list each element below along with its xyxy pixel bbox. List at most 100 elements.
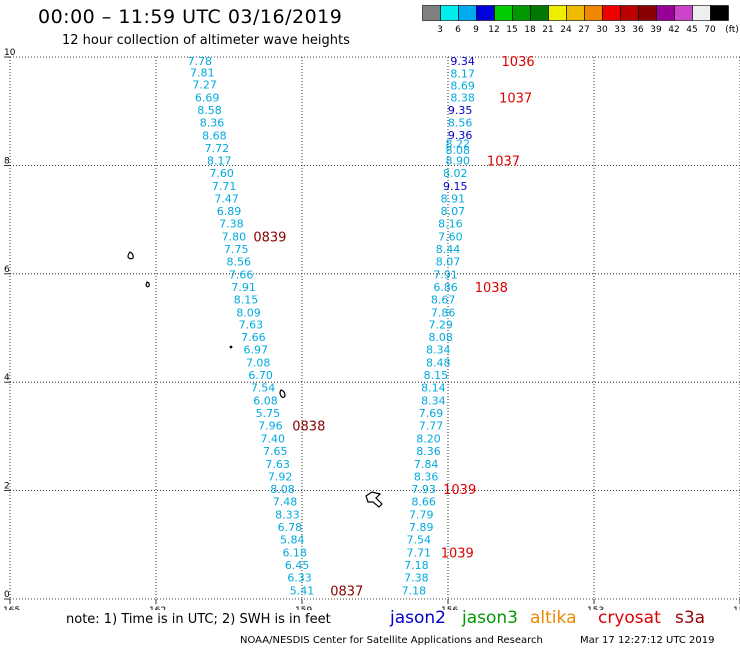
legend-label: 36 xyxy=(632,25,644,35)
wave-height-label-s3a: 6.18 xyxy=(282,546,307,559)
satellite-label-s3a: s3a xyxy=(675,608,706,628)
pass-time-label: 1038 xyxy=(475,281,508,296)
wave-height-label-s3a: 7.63 xyxy=(265,458,290,471)
x-tick-label: -150 xyxy=(730,606,740,610)
y-tick-label: 4 xyxy=(4,373,10,383)
y-tick-label: 6 xyxy=(4,265,10,275)
wave-height-label-jason2: 7.93 xyxy=(411,483,436,496)
wave-height-label-jason2: 8.08 xyxy=(428,331,453,344)
wave-height-label-jason2: 7.54 xyxy=(407,533,432,546)
satellite-label-jason3: jason3 xyxy=(462,608,518,628)
satellite-label-cryosat: cryosat xyxy=(598,608,661,628)
legend-label: 3 xyxy=(437,25,443,35)
legend-label: 21 xyxy=(542,25,553,35)
annotations-layer: 1036 1037 1037 1038 1039 1039 0839 0838 0837 xyxy=(253,55,534,600)
wave-height-label-s3a: 7.75 xyxy=(224,243,249,256)
wave-height-label-jason2: 8.48 xyxy=(426,357,451,370)
wave-height-label-s3a: 5.75 xyxy=(256,407,281,420)
data-labels-layer: 7.787.817.276.698.588.368.687.728.177.60… xyxy=(188,55,475,598)
axis-labels-layer: -165 -162 -159 -156 -153 -150 0 2 4 6 8 10 xyxy=(0,48,740,610)
x-tick-label: -153 xyxy=(584,606,604,610)
x-tick-label: -165 xyxy=(0,606,20,610)
wave-height-label-jason2: 8.90 xyxy=(445,155,470,168)
wave-height-label-s3a: 7.71 xyxy=(212,180,237,193)
credit-line: NOAA/NESDIS Center for Satellite Applica… xyxy=(240,635,543,646)
wave-height-label-jason2: 7.18 xyxy=(404,559,429,572)
wave-height-label-s3a: 6.45 xyxy=(285,559,310,572)
pass-time-label: 1039 xyxy=(441,546,474,561)
wave-height-label-s3a: 7.48 xyxy=(273,495,298,508)
wave-height-label-jason2: 7.29 xyxy=(428,319,453,332)
wave-height-label-jason2: 8.07 xyxy=(441,205,466,218)
wave-height-label-s3a: 8.17 xyxy=(207,155,232,168)
wave-height-label-jason2: 7.79 xyxy=(409,508,434,521)
x-tick-label: -159 xyxy=(292,606,313,610)
legend-label: (ft) xyxy=(725,25,739,35)
wave-height-label-s3a: 6.70 xyxy=(248,369,273,382)
wave-height-label-jason2: 7.71 xyxy=(407,546,432,559)
color-legend: 3 6 9 12 15 18 21 24 27 30 33 36 39 42 45 70 (ft) xyxy=(422,5,740,39)
wave-height-label-jason2: 8.14 xyxy=(421,382,446,395)
wave-height-label-jason2: 7.18 xyxy=(402,584,427,597)
legend-label: 12 xyxy=(488,25,499,35)
wave-height-label-s3a: 8.33 xyxy=(275,508,300,521)
island-outline xyxy=(145,281,150,288)
wave-height-label-jason2: 8.56 xyxy=(448,117,473,130)
wave-height-label-s3a: 6.08 xyxy=(253,395,278,408)
coastline-layer xyxy=(127,251,383,508)
wave-height-label-jason2: 8.36 xyxy=(416,445,441,458)
wave-height-label-jason2: 8.02 xyxy=(443,167,468,180)
legend-svg: 3 6 9 12 15 18 21 24 27 30 33 36 39 42 45 70 (ft) xyxy=(422,5,739,35)
wave-height-label-s3a: 8.68 xyxy=(202,130,227,143)
wave-height-label-s3a: 7.81 xyxy=(190,67,215,80)
wave-height-label-jason2: 8.66 xyxy=(411,495,436,508)
legend-label: 27 xyxy=(578,25,589,35)
wave-height-label-s3a: 7.08 xyxy=(246,357,271,370)
page-subtitle: 12 hour collection of altimeter wave hei… xyxy=(62,33,350,48)
legend-swatch xyxy=(710,5,729,21)
pass-time-label: 1039 xyxy=(443,483,476,498)
wave-height-label-jason2: 7.38 xyxy=(404,571,429,584)
wave-height-label-s3a: 7.80 xyxy=(222,230,247,243)
wave-height-label-s3a: 7.96 xyxy=(258,420,283,433)
wave-height-label-s3a: 8.56 xyxy=(226,255,251,268)
wave-height-label-jason2: 8.20 xyxy=(416,433,441,446)
wave-height-label-jason2: 8.22 xyxy=(445,138,470,151)
wave-height-label-jason2: 8.08 xyxy=(445,144,470,157)
wave-height-label-s3a: 7.54 xyxy=(251,382,276,395)
wave-height-label-jason2: 7.77 xyxy=(419,420,444,433)
wave-height-label-s3a: 8.36 xyxy=(200,117,225,130)
legend-label: 33 xyxy=(614,25,625,35)
x-tick-label: -156 xyxy=(438,606,459,610)
legend-label: 45 xyxy=(686,25,697,35)
wave-height-label-s3a: 7.60 xyxy=(209,167,234,180)
grid-layer xyxy=(4,56,740,604)
wave-height-label-jason2: 8.69 xyxy=(450,80,475,93)
wave-height-label-jason2: 7.69 xyxy=(419,407,444,420)
wave-height-label-jason2: 8.91 xyxy=(441,192,466,205)
wave-height-label-jason2: 8.36 xyxy=(414,471,439,484)
legend-label: 39 xyxy=(650,25,662,35)
wave-height-label-s3a: 5.84 xyxy=(280,533,305,546)
pass-time-label: 0839 xyxy=(253,230,286,245)
legend-label: 9 xyxy=(473,25,479,35)
pass-time-label: 0837 xyxy=(330,584,363,599)
page-title: 00:00 – 11:59 UTC 03/16/2019 xyxy=(38,6,343,28)
wave-height-label-jason2: 7.91 xyxy=(433,268,458,281)
x-tick-label: -162 xyxy=(146,606,166,610)
wave-height-label-s3a: 6.78 xyxy=(278,521,303,534)
wave-height-label-jason2: 9.15 xyxy=(443,180,468,193)
wave-height-label-jason2: 7.89 xyxy=(409,521,434,534)
wave-height-label-s3a: 7.72 xyxy=(205,142,230,155)
wave-height-label-s3a: 8.09 xyxy=(236,306,261,319)
satellite-label-altika: altika xyxy=(530,608,577,628)
wave-height-label-s3a: 7.27 xyxy=(192,79,217,92)
island-outline xyxy=(365,491,383,508)
wave-height-label-jason2: 7.60 xyxy=(438,230,463,243)
wave-height-label-s3a: 7.47 xyxy=(214,192,239,205)
wave-height-label-jason2: 7.84 xyxy=(414,458,439,471)
wave-height-label-s3a: 7.40 xyxy=(261,433,286,446)
wave-height-label-s3a: 7.91 xyxy=(231,281,256,294)
wave-height-chart: 7.787.817.276.698.588.368.687.728.177.60… xyxy=(0,48,740,610)
wave-height-label-s3a: 7.38 xyxy=(219,217,244,230)
